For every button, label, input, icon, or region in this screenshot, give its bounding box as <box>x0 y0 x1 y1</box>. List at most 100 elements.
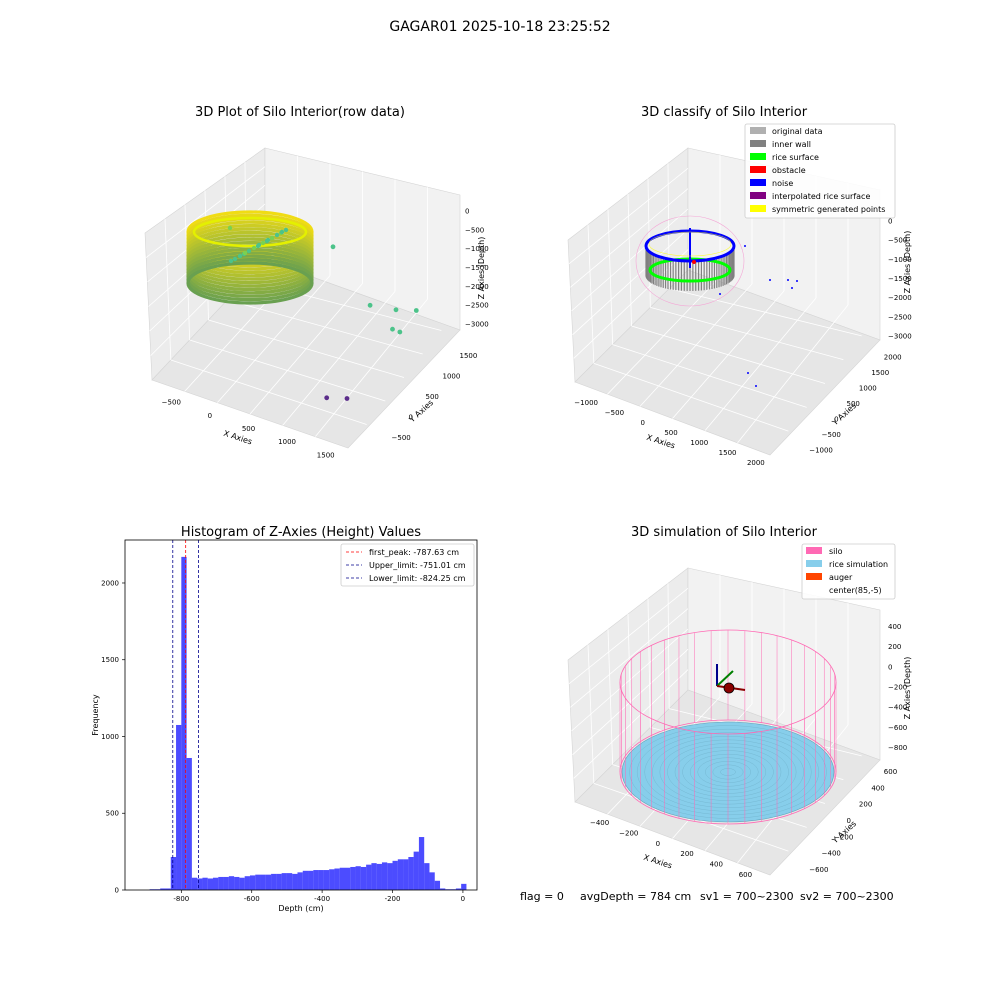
gridline <box>568 168 689 264</box>
histogram-bar <box>392 860 398 890</box>
gridline <box>704 297 817 431</box>
tick-label: 1500 <box>719 449 737 457</box>
tick-label: 1000 <box>690 439 708 447</box>
y-axis-label: Frequency <box>91 694 100 736</box>
outlier-point <box>393 307 399 313</box>
tick-label: 500 <box>106 810 119 818</box>
tick-label: 1000 <box>101 733 119 741</box>
tick-label: −500 <box>465 226 484 234</box>
tick-label: −1000 <box>574 399 598 407</box>
histogram-bar <box>308 870 314 890</box>
interior-point <box>232 256 238 262</box>
histogram-bar <box>207 878 213 890</box>
tick-label: −600 <box>888 724 907 732</box>
legend-label: noise <box>772 179 793 188</box>
legend-swatch <box>750 140 766 147</box>
histogram-bar <box>297 872 303 890</box>
noise-point <box>744 245 746 247</box>
histogram-bar <box>440 888 446 890</box>
tick-label: −3000 <box>888 332 912 340</box>
tick-label: −400 <box>822 850 841 858</box>
histogram-bar <box>234 876 240 890</box>
legend-label: interpolated rice surface <box>772 192 870 201</box>
interior-point <box>251 245 257 251</box>
legend-frame <box>340 543 475 587</box>
legend-label: obstacle <box>772 166 806 175</box>
z-tick-labels: 0 −500 −1000 −1500 −2000 −2500 −3000 <box>888 218 912 341</box>
outlier-point <box>344 396 350 401</box>
legend-swatch <box>750 205 766 212</box>
tick-label: 1500 <box>317 451 335 459</box>
z-tick-labels: 0 −500 −1000 −1500 −2000 −2500 −3000 <box>465 207 489 328</box>
panel-classify-3d: 3D classify of Silo Interior −1000 −500 0 5… <box>567 105 912 467</box>
histogram-bar <box>329 869 335 890</box>
tick-label: 1000 <box>859 385 877 393</box>
histogram-bar <box>249 875 256 890</box>
ring-top <box>192 216 308 248</box>
tick-label: −800 <box>888 744 907 752</box>
tick-label: 500 <box>847 400 860 408</box>
tick-label: 400 <box>710 861 723 869</box>
histogram-bar <box>413 851 419 890</box>
legend-swatch <box>806 560 822 567</box>
tick-label: 2000 <box>101 579 119 587</box>
y-tick-labels: −1000 −500 0 500 1000 1500 2000 <box>809 354 901 455</box>
histogram-bar <box>434 880 441 890</box>
tick-label: −500 <box>888 237 907 245</box>
histogram-bar <box>202 877 208 890</box>
gridline <box>568 588 689 684</box>
legend-swatch <box>750 192 766 199</box>
interior-point <box>227 225 233 231</box>
tick-label: −2500 <box>888 313 912 321</box>
histogram-bar <box>455 888 462 890</box>
tick-label: 200 <box>888 643 901 651</box>
x-tick-labels: -800 -600 -400 -200 0 <box>173 890 465 903</box>
legend-label: first_peak: -787.63 cm <box>369 548 459 557</box>
tick-label: −400 <box>888 704 907 712</box>
auger-marker <box>723 682 735 694</box>
gridline <box>573 669 689 779</box>
tick-label: 500 <box>664 429 677 437</box>
histogram-bar <box>165 888 171 890</box>
z-axis-label: Z Axies (Depth) <box>477 237 486 300</box>
outlier-point <box>390 326 395 332</box>
tick-label: −1500 <box>465 264 489 272</box>
tick-label: -200 <box>385 895 401 903</box>
z-axis-label: Z Axies (Depth) <box>903 231 912 294</box>
tick-label: 600 <box>884 768 897 776</box>
histogram-bar <box>197 878 203 890</box>
histogram-bar <box>339 867 345 890</box>
figure-suptitle: GAGAR01 2025-10-18 23:25:52 <box>389 19 610 35</box>
histogram-bar <box>360 866 367 890</box>
legend-label: inner wall <box>772 140 811 149</box>
gridline <box>672 290 785 419</box>
tick-label: −200 <box>888 684 907 692</box>
histogram-bar <box>255 874 261 890</box>
tick-label: −200 <box>834 833 853 841</box>
panel-raw-title: 3D Plot of Silo Interior(row data) <box>195 105 405 120</box>
tick-label: 0 <box>834 415 838 423</box>
x-axis-label: X Axies <box>642 853 673 871</box>
silo-bottom-rim <box>619 719 837 825</box>
histogram-bar <box>408 856 414 890</box>
gridline <box>571 628 689 732</box>
histogram-bar <box>403 859 409 890</box>
classify-legend: original data inner wall rice surface obsta… <box>744 123 896 219</box>
legend-swatch <box>750 179 766 186</box>
tick-label: 0 <box>409 413 413 421</box>
tick-label: 200 <box>859 801 872 809</box>
histogram-bar <box>387 863 393 890</box>
y-axis-label: Y Axies <box>407 398 435 425</box>
outlier-point <box>413 308 419 313</box>
noise-point <box>787 279 789 281</box>
tick-label: −3000 <box>465 321 489 329</box>
histogram-bars <box>149 556 467 890</box>
tick-label: −500 <box>605 409 624 417</box>
tick-label: 0 <box>640 419 644 427</box>
histogram-bar <box>355 866 361 890</box>
gridline <box>737 304 849 444</box>
tick-label: 0 <box>208 412 212 420</box>
gridline <box>282 291 396 426</box>
